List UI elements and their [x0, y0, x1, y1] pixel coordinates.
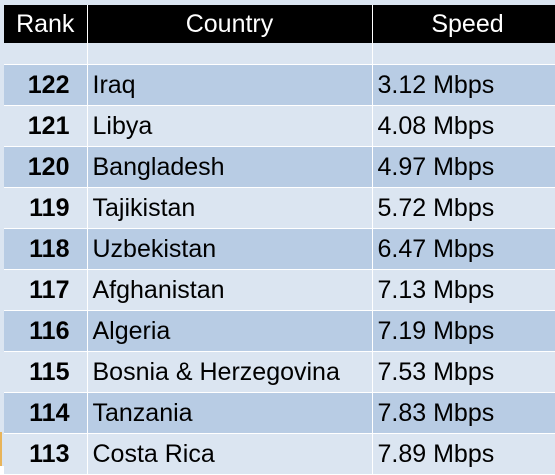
rank-cell[interactable]: 115: [4, 351, 88, 393]
speed-cell[interactable]: 7.13 Mbps: [372, 269, 555, 311]
table-row: 113 Costa Rica 7.89 Mbps: [4, 433, 555, 475]
selection-accent: [0, 432, 2, 466]
rank-column-header[interactable]: Rank: [4, 5, 88, 43]
table-row: 117 Afghanistan 7.13 Mbps: [4, 269, 555, 311]
rank-cell[interactable]: 117: [4, 269, 88, 311]
country-cell[interactable]: Tajikistan: [87, 187, 373, 229]
table-row: 119 Tajikistan 5.72 Mbps: [4, 187, 555, 229]
table-row: 114 Tanzania 7.83 Mbps: [4, 392, 555, 434]
left-edge: [0, 0, 4, 466]
speed-cell[interactable]: 7.83 Mbps: [372, 392, 555, 434]
table-row: 115 Bosnia & Herzegovina 7.53 Mbps: [4, 351, 555, 393]
country-cell[interactable]: Afghanistan: [87, 269, 373, 311]
rank-cell[interactable]: 120: [4, 146, 88, 188]
country-cell[interactable]: Iraq: [87, 64, 373, 106]
country-cell[interactable]: Bangladesh: [87, 146, 373, 188]
internet-speed-table: Rank Country Speed 122 Iraq 3.12 Mbps 12…: [4, 5, 555, 475]
rank-cell[interactable]: 121: [4, 105, 88, 147]
header-row: Rank Country Speed: [4, 5, 555, 43]
speed-cell[interactable]: 4.08 Mbps: [372, 105, 555, 147]
table-row: 121 Libya 4.08 Mbps: [4, 105, 555, 147]
country-cell[interactable]: Tanzania: [87, 392, 373, 434]
top-edge: [0, 0, 555, 5]
speed-cell[interactable]: 6.47 Mbps: [372, 228, 555, 270]
speed-column-header[interactable]: Speed: [372, 5, 555, 43]
table-row: 116 Algeria 7.19 Mbps: [4, 310, 555, 352]
country-cell[interactable]: Costa Rica: [87, 433, 373, 475]
speed-cell[interactable]: 3.12 Mbps: [372, 64, 555, 106]
table-row: 118 Uzbekistan 6.47 Mbps: [4, 228, 555, 270]
empty-row: [4, 43, 555, 65]
rank-cell[interactable]: 113: [4, 433, 88, 475]
speed-cell[interactable]: 4.97 Mbps: [372, 146, 555, 188]
rank-cell[interactable]: 116: [4, 310, 88, 352]
rank-cell[interactable]: 122: [4, 64, 88, 106]
country-cell[interactable]: Libya: [87, 105, 373, 147]
speed-cell[interactable]: 5.72 Mbps: [372, 187, 555, 229]
rank-cell[interactable]: 118: [4, 228, 88, 270]
country-column-header[interactable]: Country: [87, 5, 373, 43]
table-row: 120 Bangladesh 4.97 Mbps: [4, 146, 555, 188]
country-cell[interactable]: Bosnia & Herzegovina: [87, 351, 373, 393]
speed-cell[interactable]: 7.53 Mbps: [372, 351, 555, 393]
speed-cell[interactable]: 7.19 Mbps: [372, 310, 555, 352]
empty-cell[interactable]: [4, 43, 88, 65]
empty-cell[interactable]: [87, 43, 373, 65]
country-cell[interactable]: Algeria: [87, 310, 373, 352]
rank-cell[interactable]: 114: [4, 392, 88, 434]
speed-cell[interactable]: 7.89 Mbps: [372, 433, 555, 475]
empty-cell[interactable]: [372, 43, 555, 65]
table-row: 122 Iraq 3.12 Mbps: [4, 64, 555, 106]
rank-cell[interactable]: 119: [4, 187, 88, 229]
country-cell[interactable]: Uzbekistan: [87, 228, 373, 270]
